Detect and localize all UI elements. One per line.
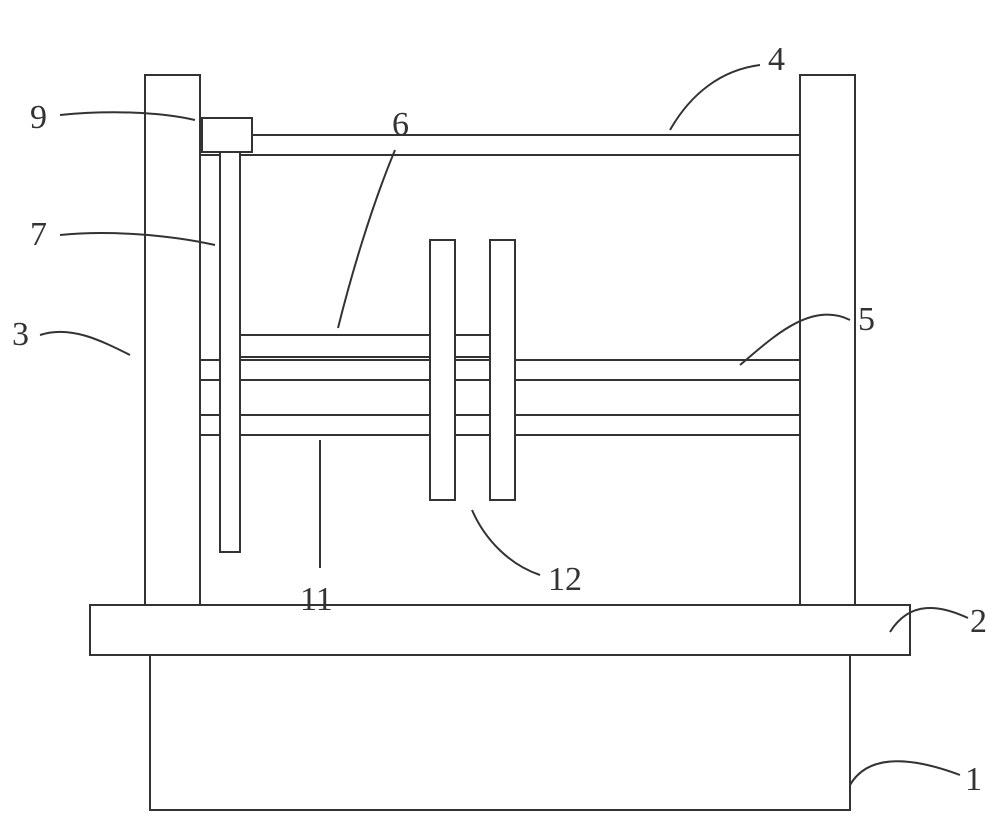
label-5: 5 — [858, 301, 875, 338]
leader-l1 — [850, 761, 960, 785]
leader-l6 — [338, 150, 395, 328]
vertical-bar-rect — [220, 152, 240, 552]
plate-right-rect — [490, 240, 515, 500]
top-block-rect — [202, 118, 252, 152]
label-2: 2 — [970, 603, 987, 640]
label-11: 11 — [300, 581, 333, 618]
platform-rect — [90, 605, 910, 655]
leader-l12 — [472, 510, 540, 575]
base-rect — [150, 655, 850, 810]
post-left-rect — [145, 75, 200, 605]
post-right-rect — [800, 75, 855, 605]
leader-l3 — [40, 332, 130, 355]
label-1: 1 — [965, 761, 982, 798]
label-6: 6 — [392, 106, 409, 143]
label-3: 3 — [12, 316, 29, 353]
top-rail-rect — [200, 135, 800, 155]
label-4: 4 — [768, 41, 785, 78]
plate-left-rect — [430, 240, 455, 500]
label-7: 7 — [30, 216, 47, 253]
label-12: 12 — [548, 561, 582, 598]
label-9: 9 — [30, 99, 47, 136]
leader-l4 — [670, 65, 760, 130]
